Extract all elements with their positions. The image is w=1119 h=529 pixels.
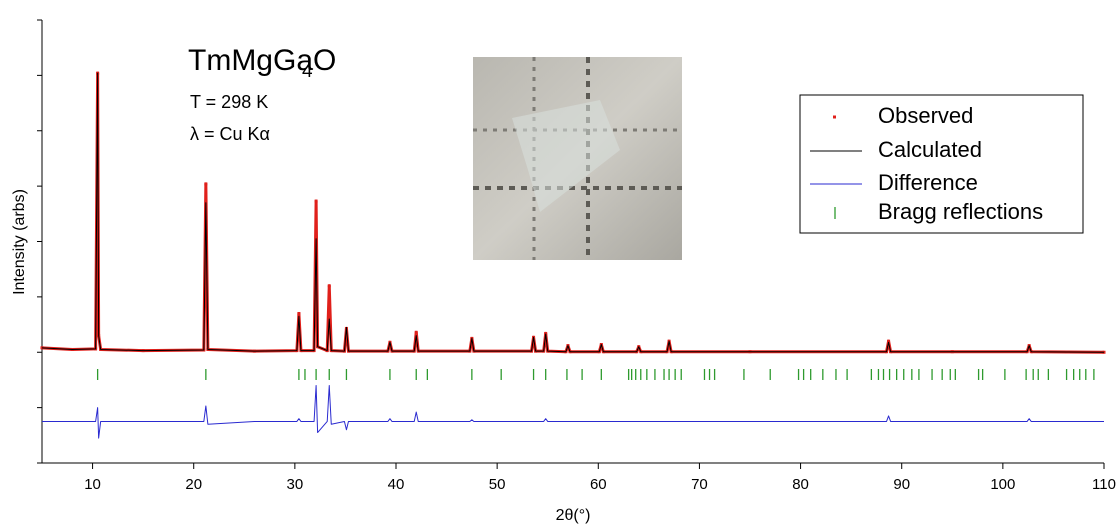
x-tick-label: 20 bbox=[185, 476, 202, 493]
annotation: λ = Cu Kα bbox=[190, 124, 270, 144]
observed-point bbox=[204, 182, 208, 186]
x-tick-label: 30 bbox=[287, 476, 304, 493]
chart-title: TmMgGaO bbox=[188, 44, 336, 77]
legend-label: Calculated bbox=[878, 137, 982, 162]
chart-title-subscript: 4 bbox=[302, 61, 313, 82]
x-tick-label: 100 bbox=[990, 476, 1015, 493]
legend-symbol bbox=[833, 115, 836, 119]
x-tick-label: 80 bbox=[792, 476, 809, 493]
legend-label: Bragg reflections bbox=[878, 199, 1043, 224]
observed-point bbox=[544, 331, 548, 335]
observed-point bbox=[327, 284, 331, 288]
x-axis-label: 2θ(°) bbox=[556, 507, 591, 524]
difference-line bbox=[42, 384, 1104, 439]
x-tick-label: 110 bbox=[1092, 476, 1116, 493]
x-tick-label: 50 bbox=[489, 476, 506, 493]
x-tick-label: 40 bbox=[388, 476, 405, 493]
legend-label: Difference bbox=[878, 170, 978, 195]
legend-label: Observed bbox=[878, 103, 973, 128]
observed-point bbox=[297, 311, 301, 315]
y-axis-label: Intensity (arbs) bbox=[11, 189, 28, 295]
annotation: T = 298 K bbox=[190, 92, 268, 112]
observed-point bbox=[414, 330, 418, 334]
x-tick-label: 10 bbox=[84, 476, 101, 493]
x-tick-label: 90 bbox=[893, 476, 910, 493]
calculated-line bbox=[41, 72, 1105, 353]
inset-photo bbox=[473, 57, 682, 260]
observed-point bbox=[887, 339, 891, 343]
observed-point bbox=[314, 199, 318, 203]
x-tick-label: 60 bbox=[590, 476, 607, 493]
x-tick-label: 70 bbox=[691, 476, 708, 493]
legend-box bbox=[799, 94, 1084, 234]
